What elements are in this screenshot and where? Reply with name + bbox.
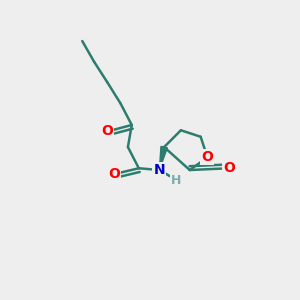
Text: O: O [202,150,213,164]
Text: O: O [101,124,113,138]
Text: O: O [108,167,120,181]
Text: N: N [154,163,165,177]
Text: H: H [171,173,182,187]
Polygon shape [159,146,167,170]
Text: O: O [223,161,235,175]
